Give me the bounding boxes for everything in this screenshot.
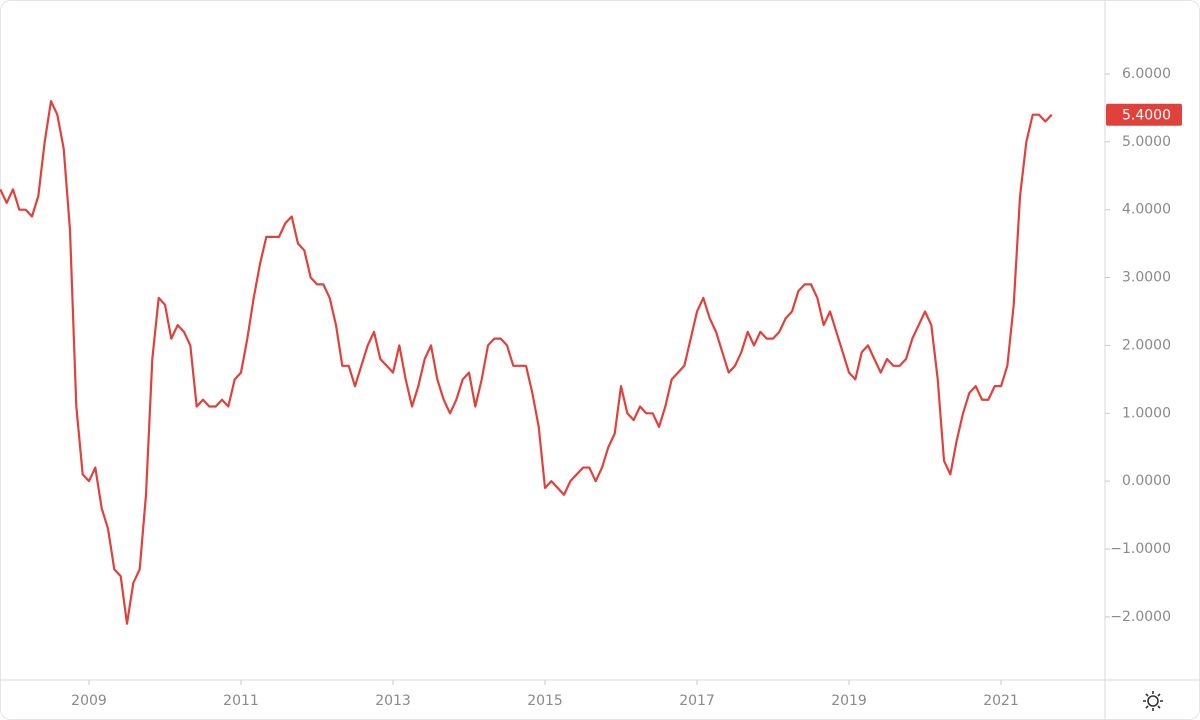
- y-tick-label: 1.0000: [1122, 405, 1171, 421]
- x-tick-label: 2019: [831, 693, 867, 709]
- last-value-label: 5.4000: [1122, 108, 1171, 124]
- y-tick-label: 6.0000: [1122, 66, 1171, 82]
- x-tick-label: 2011: [223, 693, 259, 709]
- settings-icon[interactable]: [1143, 691, 1163, 711]
- x-tick-label: 2009: [71, 693, 107, 709]
- x-tick-label: 2015: [527, 693, 563, 709]
- y-tick-label: 4.0000: [1122, 202, 1171, 218]
- x-tick-label: 2021: [983, 693, 1019, 709]
- y-tick-label: 2.0000: [1122, 337, 1171, 353]
- last-value-box: [1106, 103, 1182, 126]
- y-tick-label: −2.0000: [1110, 609, 1171, 625]
- x-tick-label: 2013: [375, 693, 411, 709]
- y-tick-label: 0.0000: [1122, 473, 1171, 489]
- y-tick-label: 3.0000: [1122, 270, 1171, 286]
- y-tick-label: 5.0000: [1122, 134, 1171, 150]
- y-tick-label: −1.0000: [1110, 541, 1171, 557]
- line: [0, 100, 1053, 625]
- x-tick-label: 2017: [679, 693, 715, 709]
